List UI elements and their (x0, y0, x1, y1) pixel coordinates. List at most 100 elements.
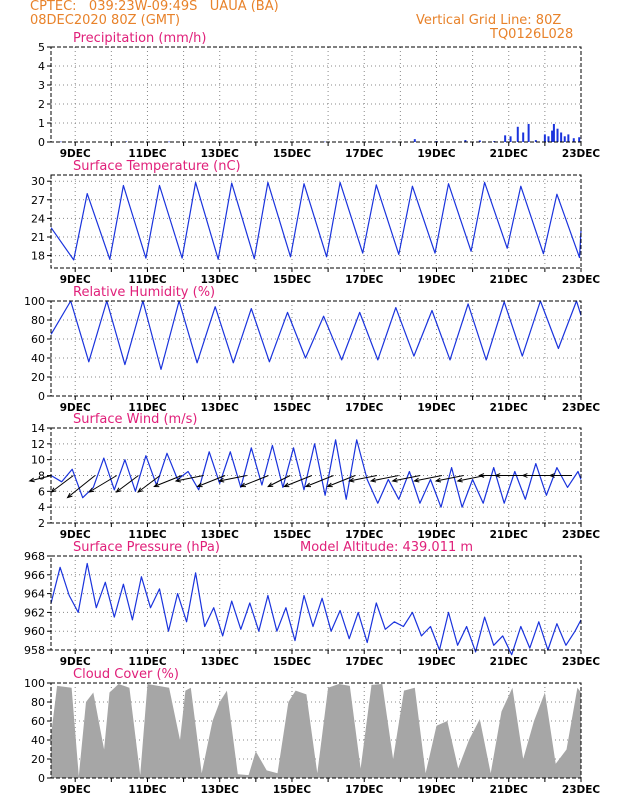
rh-ytick-label: 60 (31, 333, 45, 346)
temp-ytick-label: 24 (31, 212, 45, 225)
rh-xtick-label: 23DEC (562, 402, 601, 414)
wind-vector-head (174, 477, 181, 483)
wind-panel: 2 4 6 8 10 12 14 9DEC 11DEC 13DEC 15DEC 17DEC 19DEC 2… (28, 412, 601, 541)
cloud-ytick-label: 0 (38, 772, 45, 785)
wind-vector (29, 475, 52, 482)
cloud-xtick-label: 9DEC (60, 784, 91, 796)
cloud-ytick-label: 40 (31, 734, 45, 747)
pressure-xtick-label: 11DEC (128, 656, 167, 668)
wind-xtick-label: 11DEC (128, 529, 167, 541)
wind-ytick-label: 2 (38, 517, 45, 530)
wind-vector (284, 475, 313, 487)
precip-bar (560, 132, 563, 142)
temp-ytick-label: 21 (31, 231, 45, 244)
precip-bar (504, 135, 507, 142)
precip-bar (563, 136, 566, 142)
precip-bar (464, 140, 467, 142)
temp-xtick-label: 23DEC (562, 274, 601, 286)
precip-xtick-label: 19DEC (417, 148, 456, 160)
temp-xtick-label: 19DEC (417, 274, 456, 286)
wind-vector-head (326, 482, 333, 488)
header-grid-line: Vertical Grid Line: 80Z (416, 13, 562, 28)
wind-vector-head (391, 477, 398, 483)
header-model-id: TQ0126L028 (490, 27, 574, 42)
precip-xtick-label: 23DEC (562, 148, 601, 160)
rh-title: Relative Humidity (%) (73, 285, 215, 300)
cloud-xtick-label: 17DEC (345, 784, 384, 796)
wind-xtick-label: 23DEC (562, 529, 601, 541)
precip-frame (50, 46, 582, 143)
precip-title: Precipitation (mm/h) (73, 31, 206, 46)
wind-vector (51, 475, 74, 493)
wind-vector (327, 475, 356, 487)
wind-ytick-label: 10 (31, 454, 45, 467)
temp-frame (50, 174, 582, 269)
wind-vector-head (348, 477, 355, 483)
wind-vector (435, 475, 464, 482)
wind-vector-head (434, 477, 442, 483)
precip-bar (556, 128, 559, 142)
cloud-ytick-label: 20 (31, 753, 45, 766)
rh-ytick-label: 80 (31, 314, 45, 327)
rh-xtick-label: 13DEC (201, 402, 240, 414)
precip-bar (551, 130, 554, 142)
cloud-xtick-label: 21DEC (490, 784, 529, 796)
precip-bar (572, 138, 575, 142)
pressure-panel: 958 960 962 964 966 968 9DEC 11DEC 13DEC 15DEC 17D… (24, 540, 600, 668)
cloud-area (51, 684, 581, 778)
wind-vector (67, 475, 96, 498)
pressure-annotation: Model Altitude: 439.011 m (300, 540, 473, 555)
precip-bar (534, 140, 537, 142)
wind-vector-head (283, 482, 290, 488)
wind-vector (88, 475, 118, 493)
precip-xtick-label: 9DEC (60, 148, 91, 160)
wind-vector (219, 475, 247, 482)
pressure-ytick-label: 968 (24, 550, 45, 563)
cloud-frame (50, 682, 582, 779)
pressure-xtick-label: 21DEC (490, 656, 529, 668)
cloud-panel: 0 20 40 60 80 100 9DEC 11DEC 13DEC 15DEC 17DEC 19DE… (24, 667, 600, 796)
wind-vector-head (521, 473, 528, 478)
rh-ytick-label: 100 (24, 295, 45, 308)
precip-ytick-label: 5 (38, 41, 45, 54)
wind-vector (267, 475, 291, 487)
pressure-xtick-label: 13DEC (201, 656, 240, 668)
rh-xtick-label: 11DEC (128, 402, 167, 414)
precip-bar (527, 123, 530, 142)
wind-vector-head (304, 482, 312, 488)
wind-frame (50, 427, 582, 524)
wind-vector-head (66, 492, 73, 499)
wind-vector-head (218, 477, 225, 483)
pressure-xtick-label: 17DEC (345, 656, 384, 668)
cloud-xtick-label: 23DEC (562, 784, 601, 796)
wind-vector (240, 475, 269, 487)
temp-xtick-label: 13DEC (201, 274, 240, 286)
precip-ytick-label: 2 (38, 98, 45, 111)
precip-xtick-label: 15DEC (273, 148, 312, 160)
wind-vector (116, 475, 139, 493)
precip-bar (509, 136, 512, 142)
temp-ytick-label: 18 (31, 250, 45, 263)
precip-ytick-label: 1 (38, 117, 45, 130)
wind-ytick-label: 12 (31, 438, 45, 451)
precip-panel: 0 1 2 3 4 5 9DEC 11DEC 13DEC 15DEC 17DEC 19DEC 21DEC… (38, 31, 600, 160)
wind-vector-head (115, 487, 122, 493)
precip-ytick-label: 3 (38, 79, 45, 92)
wind-vector-head (456, 477, 463, 483)
rh-ytick-label: 40 (31, 352, 45, 365)
rh-panel: 0 20 40 60 80 100 9DEC 11DEC 13DEC 15DEC 17DEC 19DE… (24, 285, 600, 414)
precip-bar (567, 134, 570, 142)
wind-vector-head (548, 473, 555, 478)
wind-xtick-label: 21DEC (490, 529, 529, 541)
pressure-line (50, 562, 582, 656)
pressure-ytick-label: 962 (24, 606, 45, 619)
wind-ytick-label: 14 (31, 422, 45, 435)
wind-vector (370, 475, 399, 482)
rh-ytick-label: 20 (31, 371, 45, 384)
precip-bar (168, 141, 171, 143)
precip-bar (478, 140, 481, 142)
precip-bar (552, 123, 555, 142)
wind-vector-head (413, 477, 420, 483)
wind-xtick-label: 9DEC (60, 529, 91, 541)
precip-bar (543, 134, 546, 142)
